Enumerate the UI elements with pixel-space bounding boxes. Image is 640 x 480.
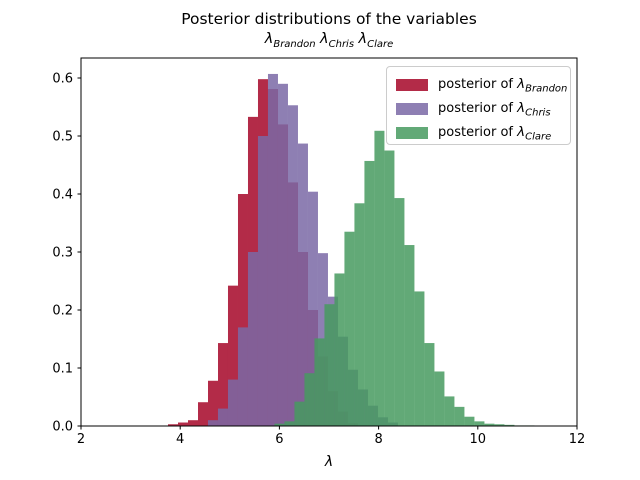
y-tick-label: 0.6 [52, 72, 73, 87]
hist-bar [364, 160, 375, 426]
hist-bar [227, 379, 238, 426]
hist-bar [277, 83, 288, 426]
hist-bar [247, 252, 258, 426]
hist-bar [454, 406, 465, 426]
hist-bar [444, 396, 455, 426]
hist-bar [374, 130, 385, 427]
hist-bar [178, 422, 188, 426]
y-tick-label: 0.5 [52, 130, 73, 145]
hist-bar [207, 420, 218, 426]
hist-bar [304, 373, 315, 426]
hist-bar [307, 191, 318, 426]
hist-bar [198, 402, 208, 426]
hist-bar [188, 420, 198, 426]
legend-label-chris: posterior of λChris [438, 99, 551, 119]
legend-item-brandon: posterior of λBrandon [396, 73, 570, 97]
chart-title: Posterior distributions of the variables [181, 10, 477, 28]
hist-bar [267, 73, 278, 426]
legend-item-chris: posterior of λChris [396, 97, 570, 121]
x-tick-label: 8 [374, 432, 382, 447]
hist-bar [237, 327, 248, 426]
hist-bar [284, 421, 295, 426]
hist-bar [344, 231, 355, 426]
hist-bar [237, 194, 248, 426]
x-tick-label: 2 [77, 432, 85, 447]
legend-swatch-chris [396, 103, 428, 115]
hist-bar [274, 423, 285, 426]
y-tick-label: 0.0 [52, 420, 73, 435]
legend-label-brandon: posterior of λBrandon [438, 75, 568, 95]
hist-bar [494, 424, 505, 426]
hist-bar [404, 245, 415, 426]
hist-bar [297, 143, 308, 427]
x-tick-label: 12 [569, 432, 586, 447]
hist-bar [168, 424, 178, 426]
hist-bar [218, 343, 228, 426]
hist-bar [354, 203, 365, 426]
subtitle-lambda-clare: λClare [358, 31, 394, 50]
y-tick-label: 0.1 [52, 362, 73, 377]
hist-bar [384, 150, 395, 426]
hist-bar [414, 291, 425, 426]
hist-bar [294, 401, 305, 426]
legend-swatch-brandon [396, 79, 428, 91]
hist-bar [484, 423, 495, 426]
legend-box: posterior of λBrandon posterior of λChri… [386, 66, 571, 145]
hist-bar [394, 198, 405, 426]
chart-subtitle: λBrandon λChris λClare [81, 31, 577, 53]
y-tick-label: 0.2 [52, 304, 73, 319]
plot-frame [80, 57, 578, 427]
y-tick-label: 0.4 [52, 188, 73, 203]
hist-bar [287, 105, 298, 427]
hist-bar [474, 421, 485, 426]
x-tick-label: 10 [470, 432, 487, 447]
x-tick-label: 4 [176, 432, 184, 447]
hist-bar [464, 416, 475, 426]
subtitle-lambda-brandon: λBrandon [264, 31, 316, 50]
hist-bar [227, 285, 238, 426]
chart-title-block: Posterior distributions of the variables… [81, 10, 577, 53]
y-tick-label: 0.3 [52, 246, 73, 261]
hist-bar [257, 136, 268, 426]
hist-bar [424, 343, 435, 426]
series-2 [274, 130, 535, 427]
hist-bar [334, 273, 345, 426]
x-axis-label: λ [324, 454, 333, 470]
legend-item-clare: posterior of λClare [396, 121, 570, 145]
hist-bar [434, 371, 445, 426]
hist-bar [504, 424, 515, 426]
x-tick-label: 6 [275, 432, 283, 447]
hist-bar [217, 408, 228, 426]
legend-swatch-clare [396, 127, 428, 139]
legend-label-clare: posterior of λClare [438, 123, 552, 143]
hist-bar [208, 380, 218, 426]
hist-bar [314, 338, 325, 426]
subtitle-lambda-chris: λChris [320, 31, 355, 50]
hist-bar [324, 304, 335, 426]
